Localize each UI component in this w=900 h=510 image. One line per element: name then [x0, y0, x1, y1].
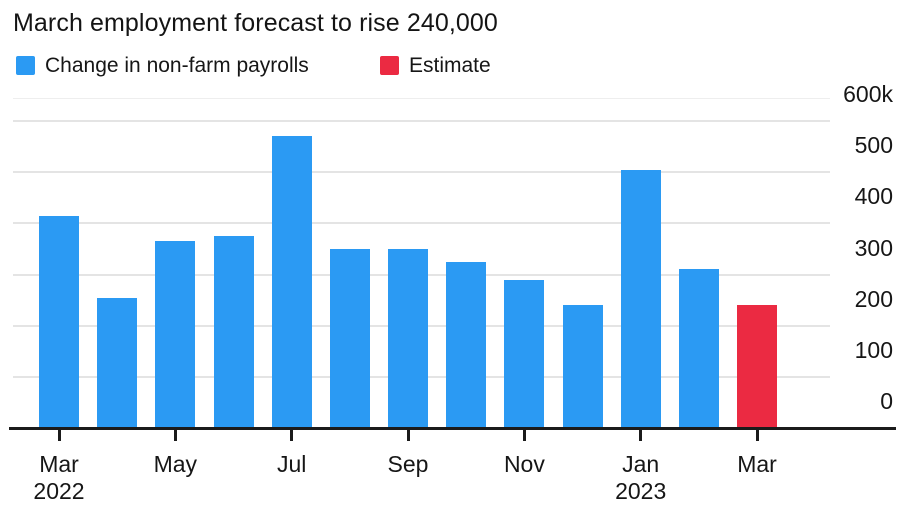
x-tick-jul-2022	[290, 430, 294, 441]
x-axis-label-mar-2022: Mar 2022	[33, 451, 85, 504]
bar-jun-2022	[213, 236, 254, 428]
legend-label-payrolls: Change in non-farm payrolls	[45, 54, 309, 77]
y-axis-label-100: 100	[854, 336, 893, 363]
x-axis-label-nov-2022: Nov	[503, 451, 545, 477]
chart-title: March employment forecast to rise 240,00…	[13, 9, 498, 37]
bar-may-2022	[155, 241, 196, 428]
y-axis-label-0: 0	[880, 388, 893, 414]
x-tick-nov-2022	[522, 430, 526, 441]
x-axis-label-sep-2022: Sep	[387, 451, 429, 477]
x-tick-mar-2022	[57, 430, 61, 441]
x-tick-sep-2022	[406, 430, 410, 441]
bar-feb-2023	[678, 269, 719, 428]
x-axis-label-jul-2022: Jul	[276, 451, 307, 477]
x-axis-line	[9, 427, 896, 430]
y-axis-label-200: 200	[854, 285, 893, 312]
x-tick-jan-2023	[639, 430, 643, 441]
gridline-400	[13, 222, 830, 225]
bar-sep-2022	[388, 248, 428, 428]
bar-oct-2022	[446, 261, 487, 428]
legend-swatch-payrolls	[16, 56, 35, 75]
y-axis-label-600k: 600k	[843, 81, 893, 107]
y-axis-label-300: 300	[854, 234, 893, 261]
bar-mar-2023	[737, 305, 777, 428]
legend-label-estimate: Estimate	[409, 54, 491, 77]
bar-mar-2022	[39, 215, 79, 428]
bar-nov-2022	[504, 279, 545, 428]
x-axis-label-may-2022: May	[153, 451, 198, 477]
y-axis-label-400: 400	[854, 183, 893, 210]
gridline-500	[13, 171, 830, 174]
x-tick-mar-2023	[755, 430, 759, 441]
bar-dec-2022	[562, 305, 603, 428]
bar-jan-2023	[620, 169, 661, 428]
x-axis-label-mar-2023: Mar	[737, 451, 777, 477]
plot-top-border	[13, 98, 830, 99]
bar-aug-2022	[329, 248, 370, 428]
legend-swatch-estimate	[380, 56, 399, 75]
gridline-600k	[13, 120, 830, 122]
y-axis-label-500: 500	[854, 132, 893, 159]
bar-apr-2022	[97, 297, 138, 428]
bar-jul-2022	[271, 136, 312, 428]
x-axis-label-jan-2023: Jan 2023	[615, 451, 667, 504]
x-tick-may-2022	[173, 430, 177, 441]
